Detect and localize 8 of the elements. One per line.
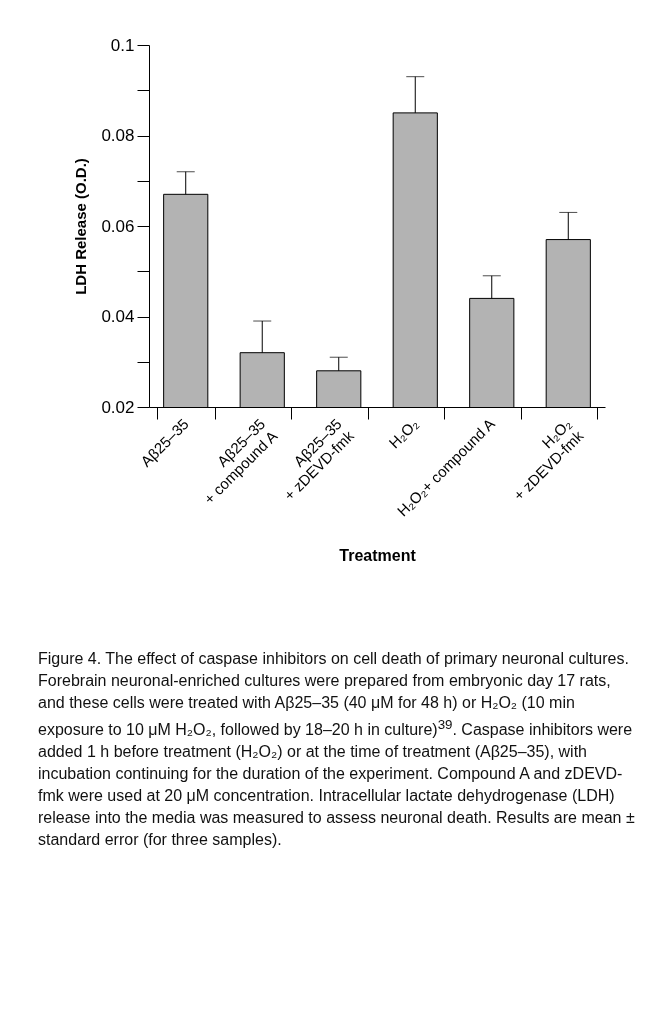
y-tick-label: 0.02	[101, 397, 135, 417]
y-tick-label: 0.06	[101, 216, 135, 236]
x-axis-title: Treatment	[339, 547, 417, 564]
text: Figure 4. The effect of caspase inhibitors on cell death of primary neuronal cultures. Forebrain neuronal-enriched cultures were prepared from embryonic day 17 rats, and these cells were treated with Aβ25–35 (40 μM for 48 h) or H₂O₂ (10 min exposure to 10 μM H₂O₂, followed by 18–20 h in culture)$^{39}$. Caspase inhibitors were added 1 h before treatment (H₂O₂) or at the time of treatment (Aβ25–35), with incubation continuing for the duration of the experiment. Compound A and zDEVD-fmk were used at 20 μM concentration. Intracellular lactate dehydrogenase (LDH) release into the media was measured to assess neuronal death. Results are mean ± standard error (for three samples).	[38, 650, 635, 849]
y-tick-label: 0.04	[101, 307, 135, 326]
y-axis-title: LDH Release (O.D.)	[72, 158, 90, 295]
y-tick-label: 0.08	[101, 126, 135, 145]
y-tick-label: 0.1	[110, 35, 135, 55]
